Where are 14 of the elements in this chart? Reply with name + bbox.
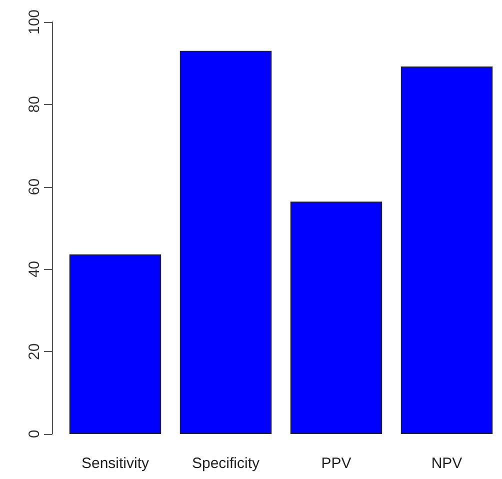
y-tick-label: 0 bbox=[26, 430, 43, 438]
bar bbox=[180, 50, 272, 434]
x-tick-label: Specificity bbox=[192, 455, 260, 472]
bar bbox=[69, 254, 162, 434]
y-tick-label: 100 bbox=[26, 9, 43, 35]
y-tick-label: 40 bbox=[26, 260, 43, 278]
x-tick-label: Sensitivity bbox=[81, 455, 150, 472]
y-tick-label: 80 bbox=[26, 96, 43, 113]
bar bbox=[400, 66, 493, 434]
y-tick-label: 60 bbox=[26, 178, 43, 196]
x-tick-label: PPV bbox=[321, 455, 352, 472]
x-tick-label: NPV bbox=[431, 455, 462, 472]
y-tick-label: 20 bbox=[26, 343, 43, 360]
bar bbox=[290, 202, 382, 434]
